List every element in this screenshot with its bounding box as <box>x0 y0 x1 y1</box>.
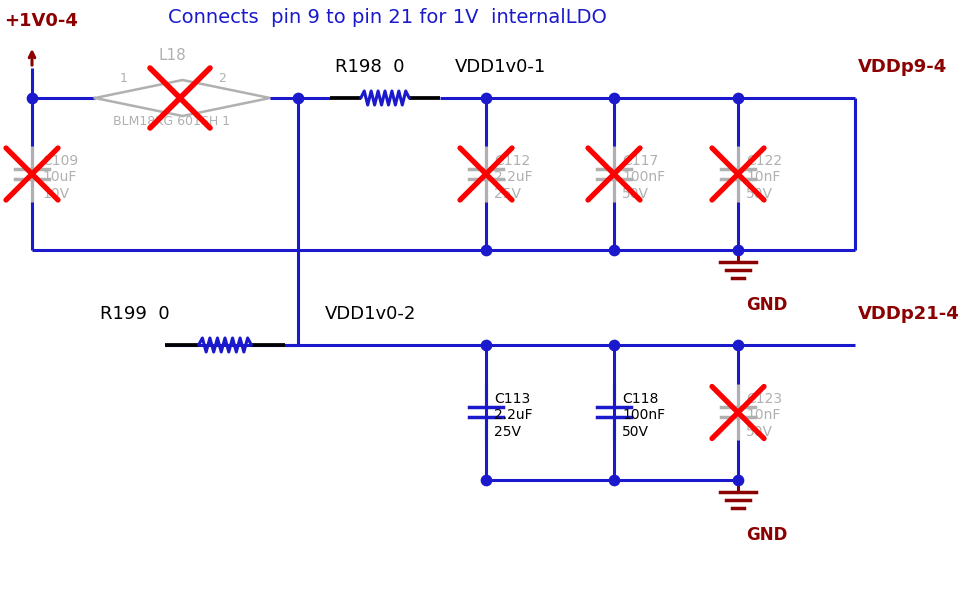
Point <box>478 340 493 350</box>
Text: 10nF: 10nF <box>745 409 780 422</box>
Text: R198  0: R198 0 <box>335 58 404 76</box>
Point <box>606 340 621 350</box>
Text: 50V: 50V <box>621 425 649 439</box>
Text: 50V: 50V <box>745 425 772 439</box>
Text: 50V: 50V <box>621 187 649 201</box>
Text: VDD1v0-1: VDD1v0-1 <box>454 58 546 76</box>
Text: R199  0: R199 0 <box>100 305 169 323</box>
Text: 100nF: 100nF <box>621 170 664 184</box>
Text: 2.2uF: 2.2uF <box>493 170 532 184</box>
Text: C118: C118 <box>621 392 658 406</box>
Text: 2.2uF: 2.2uF <box>493 409 532 422</box>
Text: C112: C112 <box>493 154 530 168</box>
Text: 1: 1 <box>120 72 128 85</box>
Point <box>478 475 493 485</box>
Point <box>24 93 40 102</box>
Text: 10nF: 10nF <box>745 170 780 184</box>
Text: 2: 2 <box>218 72 226 85</box>
Point <box>606 245 621 254</box>
Text: C113: C113 <box>493 392 530 406</box>
Text: 25V: 25V <box>493 425 521 439</box>
Text: C123: C123 <box>745 392 782 406</box>
Text: C117: C117 <box>621 154 658 168</box>
Text: VDDp9-4: VDDp9-4 <box>857 58 947 76</box>
Text: 100nF: 100nF <box>621 409 664 422</box>
Text: 25V: 25V <box>493 187 521 201</box>
Point <box>606 475 621 485</box>
Text: 10uF: 10uF <box>42 170 76 184</box>
Text: VDD1v0-2: VDD1v0-2 <box>324 305 416 323</box>
Point <box>606 93 621 102</box>
Text: C122: C122 <box>745 154 782 168</box>
Text: VDDp21-4: VDDp21-4 <box>857 305 958 323</box>
Text: GND: GND <box>745 296 786 314</box>
Text: 50V: 50V <box>745 187 772 201</box>
Text: L18: L18 <box>158 48 186 63</box>
Text: Connects  pin 9 to pin 21 for 1V  internalLDO: Connects pin 9 to pin 21 for 1V internal… <box>168 8 607 27</box>
Point <box>730 245 745 254</box>
Point <box>730 475 745 485</box>
Text: BLM18KG 601SH 1: BLM18KG 601SH 1 <box>113 115 231 128</box>
Text: 10V: 10V <box>42 187 69 201</box>
Point <box>730 93 745 102</box>
Text: GND: GND <box>745 526 786 544</box>
Point <box>730 340 745 350</box>
Point <box>478 245 493 254</box>
Point <box>290 93 306 102</box>
Text: C109: C109 <box>42 154 78 168</box>
Point <box>478 93 493 102</box>
Text: +1V0-4: +1V0-4 <box>4 12 78 30</box>
